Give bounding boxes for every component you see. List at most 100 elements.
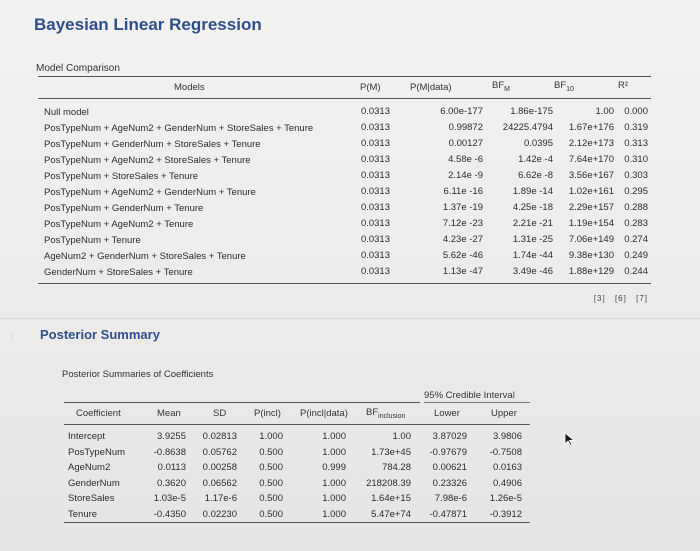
header-bfm: BFM [492,80,510,93]
model-row-r2: 0.313 [624,138,648,149]
coefficient-row-lower: -0.97679 [429,446,467,458]
model-row-r2: 0.000 [624,106,648,117]
model-row-name: PosTypeNum + AgeNum2 + GenderNum + Tenur… [44,187,256,198]
coefficient-row-sd: 1.17e-6 [204,493,237,504]
post-header-pincl: P(incl) [254,408,281,419]
model-row-bfm: 2.21e -21 [512,218,553,229]
model-row-pmdata: 7.12e -23 [442,218,483,229]
coefficient-row-upper: -0.3912 [489,508,522,520]
model-row-r2: 0.244 [624,266,648,277]
coefficient-row-pincldata: 0.999 [322,462,346,473]
model-row-name: PosTypeNum + AgeNum2 + Tenure [44,219,194,230]
model-row-bfm: 1.31e -25 [512,234,553,245]
model-row-bf10: 2.12e+173 [568,138,614,149]
model-row-pm: 0.0313 [360,202,390,213]
model-row-name: PosTypeNum + GenderNum + StoreSales + Te… [44,139,261,150]
model-row-r2: 0.249 [624,250,648,261]
model-row-bf10: 9.38e+130 [568,250,614,261]
model-row-pmdata: 4.23e -27 [442,234,483,245]
header-bf10-main: BF [554,80,567,91]
coefficient-row-bf: 5.47e+74 [371,508,411,520]
header-pmdata: P(M|data) [410,82,452,93]
model-row-bfm: 1.42e -4 [518,154,553,165]
coefficient-row-pincldata: 1.000 [322,508,346,520]
model-row-pmdata: 1.37e -19 [442,202,483,213]
header-pm: P(M) [360,82,381,93]
model-comparison-label[interactable]: Model Comparison [36,63,120,74]
coefficient-row-mean: -0.4350 [153,508,186,520]
post-header-bf: BFinclusion [366,407,405,420]
model-row-bf10: 2.29e+157 [568,202,614,213]
coefficient-row-name: AgeNum2 [68,462,111,473]
model-row-name: PosTypeNum + AgeNum2 + GenderNum + Store… [44,123,314,134]
post-header-rule [64,424,530,425]
coefficient-row-mean: 0.0113 [157,462,186,473]
model-row-bfm: 24225.4794 [502,122,553,133]
posterior-summary-title[interactable]: Posterior Summary [40,327,160,342]
coefficient-row-mean: 1.03e-5 [153,493,186,504]
coefficient-row-sd: 0.06562 [202,477,237,489]
model-row-pm: 0.0313 [360,266,390,277]
coefficient-row-pincl: 0.500 [259,446,283,458]
model-row-name: PosTypeNum + AgeNum2 + StoreSales + Tenu… [44,155,251,166]
coefficient-row-upper: 1.26e-5 [489,493,522,504]
coefficient-row-lower: 0.00621 [432,462,467,473]
model-row-pm: 0.0313 [360,138,390,149]
model-row-r2: 0.295 [624,186,648,197]
coefficient-row-name: PosTypeNum [68,446,126,458]
coefficient-row-sd: 0.05762 [202,446,237,458]
model-row-pmdata: 1.13e -47 [442,266,483,277]
footnote-3[interactable]: [3] [593,294,606,303]
coefficient-row-pincl: 1.000 [259,431,283,442]
model-row-name: PosTypeNum + Tenure [44,235,141,246]
coefficient-row-upper: 0.0163 [492,462,522,473]
post-header-mean: Mean [157,408,181,419]
post-header-sd: SD [213,408,227,419]
model-row-name: PosTypeNum + GenderNum + Tenure [44,203,204,214]
coefficient-row-bf: 1.00 [392,431,412,442]
footnote-links: [3] [6] [7] [588,294,648,303]
model-row-pmdata: 6.11e -16 [443,186,483,197]
drag-handle-icon[interactable]: ⋮ [8,333,16,342]
model-row-pm: 0.0313 [360,218,390,229]
model-row-name: GenderNum + StoreSales + Tenure [44,267,193,278]
model-row-name: PosTypeNum + StoreSales + Tenure [44,171,199,182]
model-row-pm: 0.0313 [360,250,390,261]
model-row-bf10: 1.88e+129 [568,266,614,277]
table-bottom-rule [38,283,651,284]
coefficient-row-bf: 1.64e+15 [371,493,411,504]
model-row-pm: 0.0313 [360,186,390,197]
coefficient-row-name: Intercept [68,431,105,442]
model-row-name: AgeNum2 + GenderNum + StoreSales + Tenur… [44,251,246,262]
coefficient-row-lower: 3.87029 [432,431,467,442]
model-row-bfm: 1.89e -14 [512,186,553,197]
model-row-bf10: 7.06e+149 [568,234,614,245]
model-row-pm: 0.0313 [360,234,390,245]
header-r2: R² [618,80,629,91]
post-header-bf-main: BF [366,407,379,418]
post-ci-rule [424,402,530,403]
coefficient-row-sd: 0.02230 [202,508,237,520]
posterior-coefficients-label[interactable]: Posterior Summaries of Coefficients [62,369,214,380]
model-row-pm: 0.0313 [360,154,390,165]
coefficient-row-sd: 0.02813 [202,431,237,442]
header-bfm-main: BF [492,80,505,91]
model-row-pmdata: 4.58e -6 [448,154,483,165]
model-row-pm: 0.0313 [360,122,390,133]
model-row-r2: 0.288 [624,202,648,213]
model-row-pmdata: 0.00127 [448,138,483,149]
footnote-6[interactable]: [6] [614,294,627,303]
coefficient-row-pincldata: 1.000 [322,431,346,442]
footnote-7[interactable]: [7] [636,294,648,303]
coefficient-row-pincldata: 1.000 [322,477,346,489]
header-bf10-sub: 10 [566,85,574,93]
model-row-bf10: 1.02e+161 [568,186,614,197]
post-bottom-rule [64,522,530,523]
coefficient-row-name: GenderNum [68,477,120,489]
coefficient-row-bf: 784.28 [381,462,411,473]
coefficient-row-name: Tenure [68,508,98,520]
header-bf10: BF10 [554,80,574,93]
coefficient-row-lower: 0.23326 [432,477,467,489]
model-row-r2: 0.283 [624,218,648,229]
